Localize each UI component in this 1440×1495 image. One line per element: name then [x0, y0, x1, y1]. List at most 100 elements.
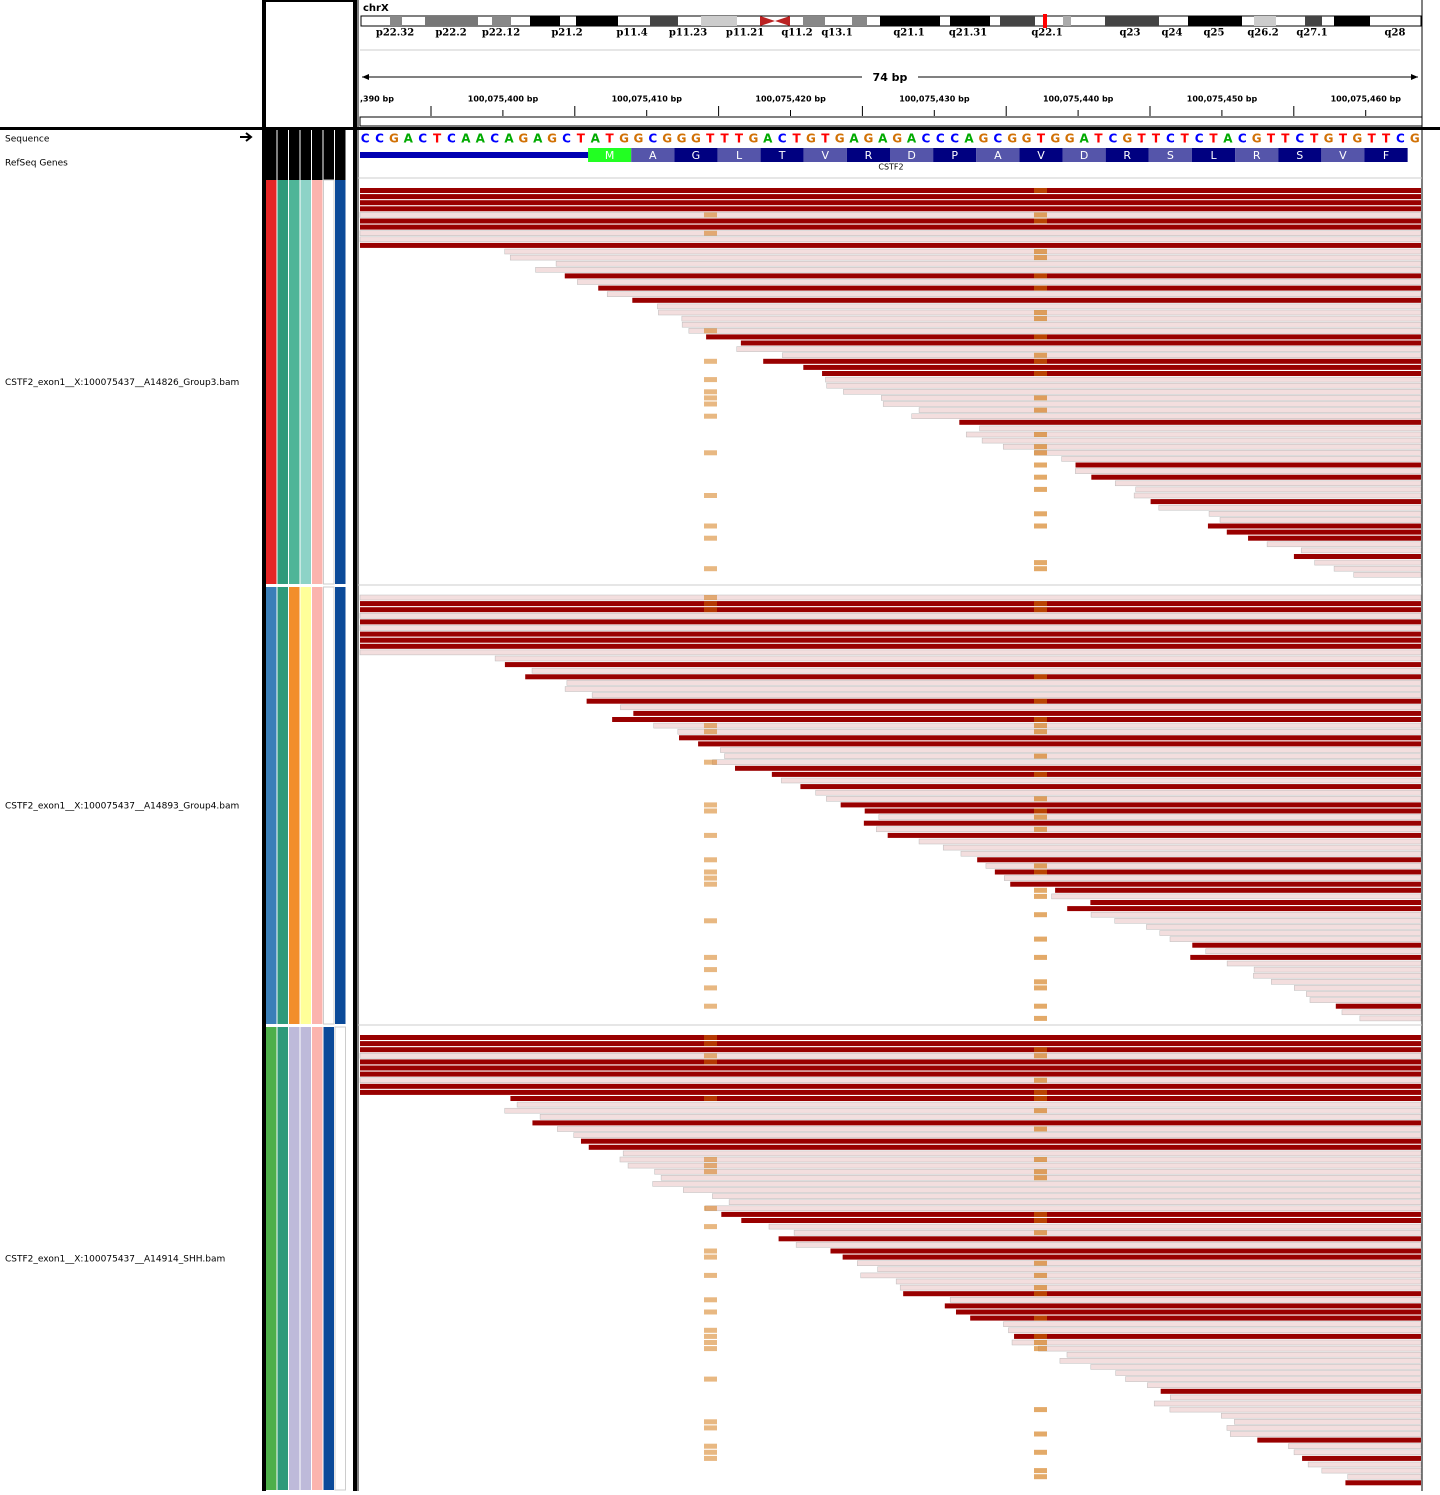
amino-acid: V: [822, 149, 830, 162]
read: [1219, 517, 1422, 523]
base: A: [1079, 132, 1089, 146]
mismatch: [704, 1340, 717, 1345]
mismatch: [1034, 255, 1047, 261]
divider: [0, 127, 1440, 130]
read: [360, 631, 1421, 637]
codon: [1105, 148, 1149, 162]
amino-acid: V: [1339, 149, 1347, 162]
band-label: q23: [1120, 28, 1141, 39]
attribute: [277, 1027, 288, 1490]
band-label: p22.12: [482, 28, 520, 39]
track-name[interactable]: CSTF2_exon1__X:100075437__A14914_SHH.bam: [5, 1255, 225, 1265]
track-name[interactable]: CSTF2_exon1__X:100075437__A14893_Group4.…: [5, 802, 239, 812]
attribute-header: [323, 130, 334, 180]
read: [612, 717, 1421, 722]
mismatch: [1034, 1468, 1047, 1474]
attribute: [323, 179, 335, 585]
attribute: [266, 587, 277, 1024]
mismatch: [1034, 887, 1047, 893]
base: A: [404, 132, 414, 146]
read: [1333, 565, 1422, 572]
track-name[interactable]: CSTF2_exon1__X:100075437__A14826_Group3.…: [5, 378, 239, 388]
attribute: [312, 587, 323, 1024]
mismatch: [704, 395, 717, 401]
base: G: [691, 132, 701, 146]
mismatch: [704, 857, 717, 863]
ideogram-band: [1105, 16, 1159, 26]
read: [1051, 893, 1422, 900]
read: [591, 692, 1422, 698]
mismatch: [1034, 285, 1047, 291]
read: [619, 1156, 1422, 1163]
read: [843, 389, 1422, 395]
mismatch: [1034, 1077, 1047, 1083]
amino-acid: S: [1167, 149, 1174, 162]
read: [1248, 535, 1421, 541]
read: [588, 1144, 1421, 1150]
mismatch: [1034, 723, 1047, 729]
mismatch: [704, 723, 717, 729]
read: [359, 236, 1422, 243]
read: [1266, 541, 1422, 548]
read: [1353, 572, 1422, 578]
read: [1114, 918, 1422, 924]
read: [826, 796, 1422, 802]
read: [985, 863, 1422, 869]
read: [1150, 499, 1421, 505]
band-label: q25: [1204, 28, 1225, 39]
read: [677, 728, 1422, 735]
ideogram-band: [803, 16, 825, 26]
mismatch: [704, 869, 717, 875]
amino-acid: R: [865, 149, 873, 162]
base: G: [1252, 132, 1262, 146]
mismatch: [1034, 1126, 1047, 1132]
band-label: p22.2: [435, 28, 466, 39]
base: G: [389, 132, 399, 146]
read: [535, 267, 1422, 273]
codon: [631, 148, 675, 162]
read: [360, 1089, 1421, 1095]
read: [360, 1035, 1421, 1040]
read: [360, 188, 1421, 193]
ruler-label: 100,075,440 bp: [1043, 95, 1114, 104]
chromosome-name: chrX: [363, 3, 389, 14]
ruler-label: 100,075,420 bp: [755, 95, 826, 104]
mismatch: [704, 1053, 717, 1059]
mismatch: [1034, 717, 1047, 722]
mismatch: [1034, 869, 1047, 875]
band-label: q28: [1385, 28, 1406, 39]
base: C: [447, 132, 456, 146]
mismatch: [704, 881, 717, 887]
mismatch: [1034, 212, 1047, 218]
mismatch: [704, 967, 717, 973]
base: C: [936, 132, 945, 146]
band-label: q24: [1162, 28, 1183, 39]
mismatch: [1034, 826, 1047, 832]
read: [1226, 960, 1422, 967]
mismatch: [1034, 432, 1047, 437]
mismatch: [1034, 474, 1047, 480]
mismatch: [1034, 912, 1047, 918]
mismatch: [704, 1309, 717, 1315]
read: [942, 844, 1422, 851]
strand-arrow[interactable]: [240, 132, 253, 142]
attribute-header: [300, 130, 311, 180]
mismatch: [1034, 1333, 1047, 1339]
base: G: [1410, 132, 1420, 146]
mismatch: [704, 493, 717, 498]
mismatch: [704, 1059, 717, 1065]
read: [580, 1138, 1421, 1144]
read: [504, 662, 1421, 668]
base: G: [1352, 132, 1362, 146]
read: [724, 753, 1422, 759]
read: [1002, 443, 1422, 450]
read: [970, 1315, 1421, 1321]
codon: [1019, 148, 1063, 162]
read: [877, 1266, 1422, 1273]
read: [1055, 887, 1421, 893]
mismatch: [704, 1455, 717, 1461]
codon: [760, 148, 804, 162]
read: [622, 1150, 1422, 1157]
read: [741, 1218, 1421, 1223]
read: [864, 808, 1421, 814]
